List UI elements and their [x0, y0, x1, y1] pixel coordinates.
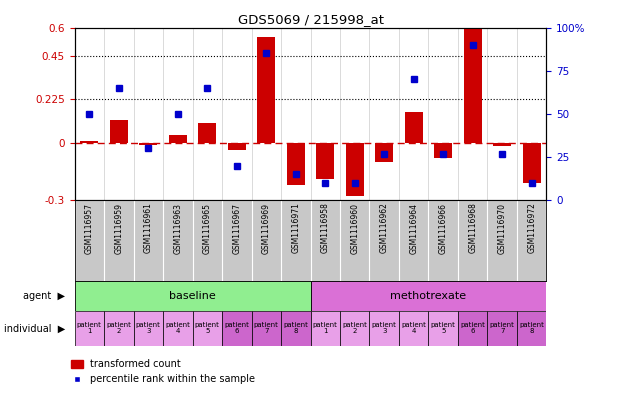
Text: individual  ▶: individual ▶ — [4, 323, 65, 333]
Text: patient
8: patient 8 — [519, 322, 544, 334]
Text: methotrexate: methotrexate — [391, 291, 466, 301]
Legend: transformed count, percentile rank within the sample: transformed count, percentile rank withi… — [67, 356, 259, 388]
Text: GSM1116961: GSM1116961 — [144, 203, 153, 253]
Text: agent  ▶: agent ▶ — [23, 291, 65, 301]
Text: GSM1116968: GSM1116968 — [468, 203, 477, 253]
Bar — [317, 143, 334, 179]
Text: GSM1116964: GSM1116964 — [409, 203, 418, 253]
Bar — [163, 311, 193, 346]
Bar — [375, 143, 393, 162]
Text: GSM1116969: GSM1116969 — [262, 203, 271, 253]
Bar — [252, 311, 281, 346]
Bar — [228, 143, 246, 150]
Title: GDS5069 / 215998_at: GDS5069 / 215998_at — [237, 13, 384, 26]
Bar — [405, 112, 422, 143]
Text: patient
8: patient 8 — [283, 322, 308, 334]
Bar — [139, 143, 157, 145]
Bar — [75, 281, 310, 311]
Text: patient
1: patient 1 — [313, 322, 338, 334]
Bar — [110, 119, 128, 143]
Text: patient
7: patient 7 — [254, 322, 279, 334]
Bar — [134, 311, 163, 346]
Bar — [258, 37, 275, 143]
Bar — [458, 311, 487, 346]
Text: GSM1116966: GSM1116966 — [439, 203, 448, 253]
Bar — [487, 311, 517, 346]
Bar — [435, 143, 452, 158]
Bar — [104, 311, 134, 346]
Text: GSM1116958: GSM1116958 — [321, 203, 330, 253]
Text: patient
6: patient 6 — [224, 322, 249, 334]
Text: GSM1116960: GSM1116960 — [350, 203, 359, 253]
Bar — [428, 311, 458, 346]
Bar — [493, 143, 511, 147]
Text: patient
7: patient 7 — [490, 322, 515, 334]
Text: patient
1: patient 1 — [77, 322, 102, 334]
Bar — [464, 29, 482, 143]
Text: baseline: baseline — [169, 291, 216, 301]
Bar — [340, 311, 369, 346]
Bar — [222, 311, 252, 346]
Text: patient
5: patient 5 — [195, 322, 220, 334]
Bar — [199, 123, 216, 143]
Bar — [281, 311, 310, 346]
Text: patient
2: patient 2 — [106, 322, 131, 334]
Bar — [369, 311, 399, 346]
Text: GSM1116972: GSM1116972 — [527, 203, 536, 253]
Text: patient
5: patient 5 — [431, 322, 456, 334]
Bar — [517, 311, 546, 346]
Text: GSM1116959: GSM1116959 — [114, 203, 123, 253]
Bar — [287, 143, 304, 185]
Text: GSM1116971: GSM1116971 — [291, 203, 300, 253]
Bar — [169, 135, 186, 143]
Text: GSM1116957: GSM1116957 — [85, 203, 94, 253]
Text: GSM1116963: GSM1116963 — [173, 203, 182, 253]
Text: patient
6: patient 6 — [460, 322, 485, 334]
Bar — [75, 311, 104, 346]
Bar — [523, 143, 540, 183]
Text: GSM1116970: GSM1116970 — [498, 203, 507, 253]
Text: patient
3: patient 3 — [372, 322, 397, 334]
Bar — [310, 281, 546, 311]
Bar — [81, 141, 98, 143]
Bar — [193, 311, 222, 346]
Text: patient
3: patient 3 — [136, 322, 161, 334]
Bar — [310, 311, 340, 346]
Text: GSM1116962: GSM1116962 — [380, 203, 389, 253]
Text: patient
4: patient 4 — [165, 322, 190, 334]
Bar — [346, 143, 363, 196]
Text: patient
2: patient 2 — [342, 322, 367, 334]
Text: patient
4: patient 4 — [401, 322, 426, 334]
Bar — [399, 311, 428, 346]
Text: GSM1116967: GSM1116967 — [232, 203, 241, 253]
Text: GSM1116965: GSM1116965 — [203, 203, 212, 253]
